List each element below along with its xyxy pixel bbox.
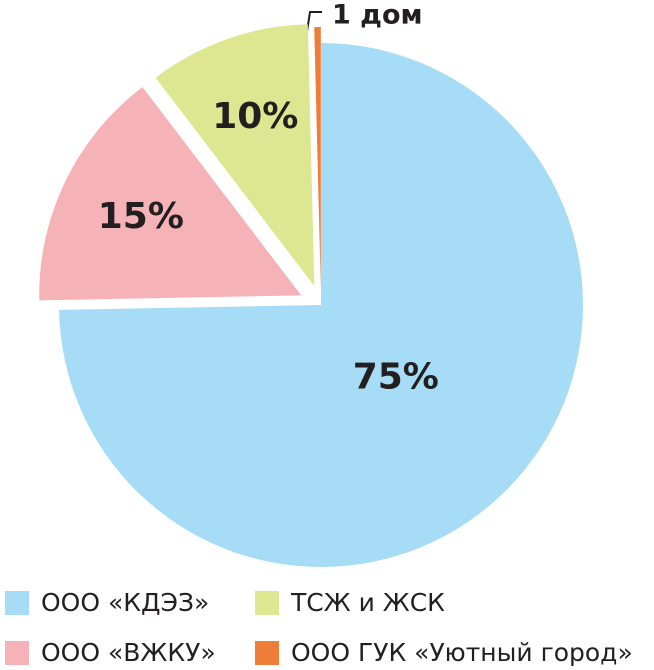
annotation: 1 дом (332, 0, 423, 31)
legend-swatch (255, 591, 279, 615)
data-label: 15% (98, 196, 184, 237)
legend-label: ООО ГУК «Уютный город» (291, 638, 633, 667)
data-label: 10% (212, 96, 298, 137)
legend-label: ТСЖ и ЖСК (290, 588, 445, 617)
pie-slice (39, 86, 302, 301)
legend-swatch (255, 641, 279, 665)
legend-label: ООО «КДЭЗ» (41, 588, 209, 617)
pie-slice (59, 43, 584, 568)
pie-slice (314, 27, 321, 290)
legend-swatch (5, 641, 29, 665)
pie-slice (155, 24, 315, 287)
legend-swatch (5, 591, 29, 615)
data-label: 75% (353, 356, 439, 397)
legend-label: ООО «ВЖКУ» (41, 638, 216, 667)
